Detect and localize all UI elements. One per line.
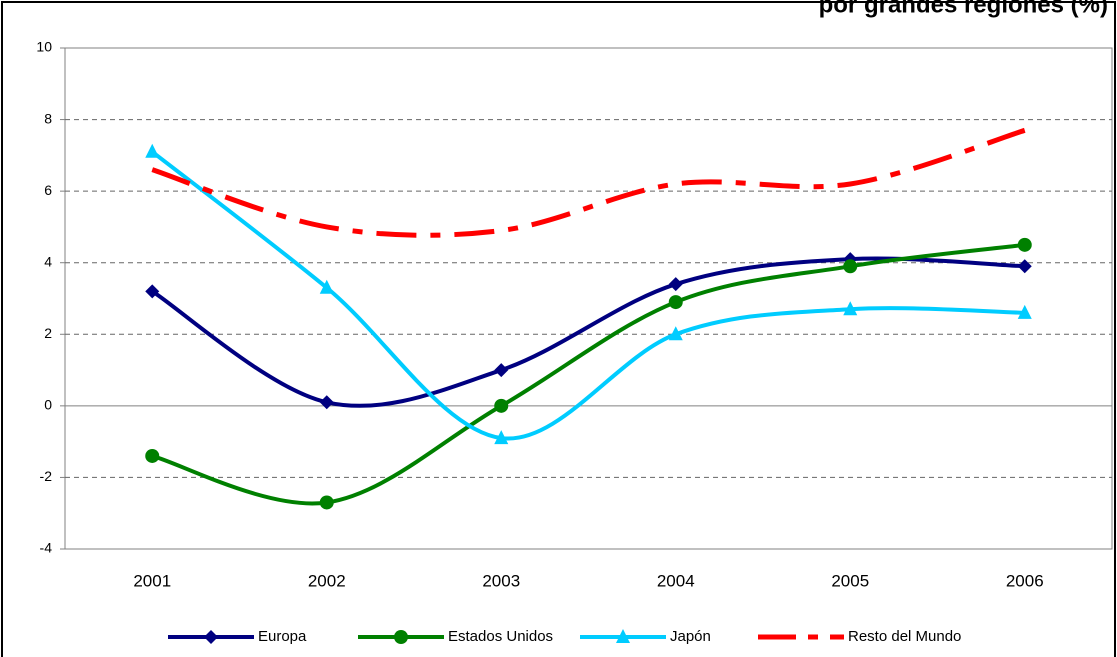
legend-label: Europa [258,628,307,645]
y-tick-label: 6 [44,182,52,198]
point [668,326,683,341]
x-tick-label: 2001 [133,571,171,590]
x-tick-label: 2006 [1006,571,1044,590]
point [1017,237,1032,252]
y-tick-label: -2 [40,468,53,484]
series-line [151,256,1025,408]
point [494,430,509,445]
y-tick-label: 10 [36,39,52,55]
legend-marker [394,630,408,644]
point [319,279,334,294]
point [1017,304,1032,319]
point [668,277,683,292]
point [145,284,160,299]
legend-marker [204,630,218,644]
point [145,143,160,158]
point [319,495,334,510]
point [1017,259,1032,274]
point [843,301,858,316]
legend-marker [616,629,630,643]
legend-label: Resto del Mundo [848,628,961,645]
y-tick-label: 4 [44,253,52,269]
x-tick-label: 2002 [308,571,346,590]
y-tick-label: 8 [44,110,52,126]
series-line [151,242,1025,506]
point [145,448,160,463]
y-tick-label: 0 [44,397,52,413]
point [494,363,509,378]
x-tick-label: 2005 [831,571,869,590]
y-tick-label: 2 [44,325,52,341]
legend-label: Estados Unidos [448,628,553,645]
x-tick-label: 2003 [482,571,520,590]
legend-label: Japón [670,628,711,645]
point [494,398,509,413]
point [843,259,858,274]
y-tick-label: -4 [40,540,53,556]
point [668,295,683,310]
chart-title: por grandes regiones (%) [819,0,1108,18]
x-tick-label: 2004 [657,571,695,590]
series-line [151,127,1026,238]
point [319,395,334,410]
plot-frame [64,47,1113,550]
series-line [151,150,1025,441]
